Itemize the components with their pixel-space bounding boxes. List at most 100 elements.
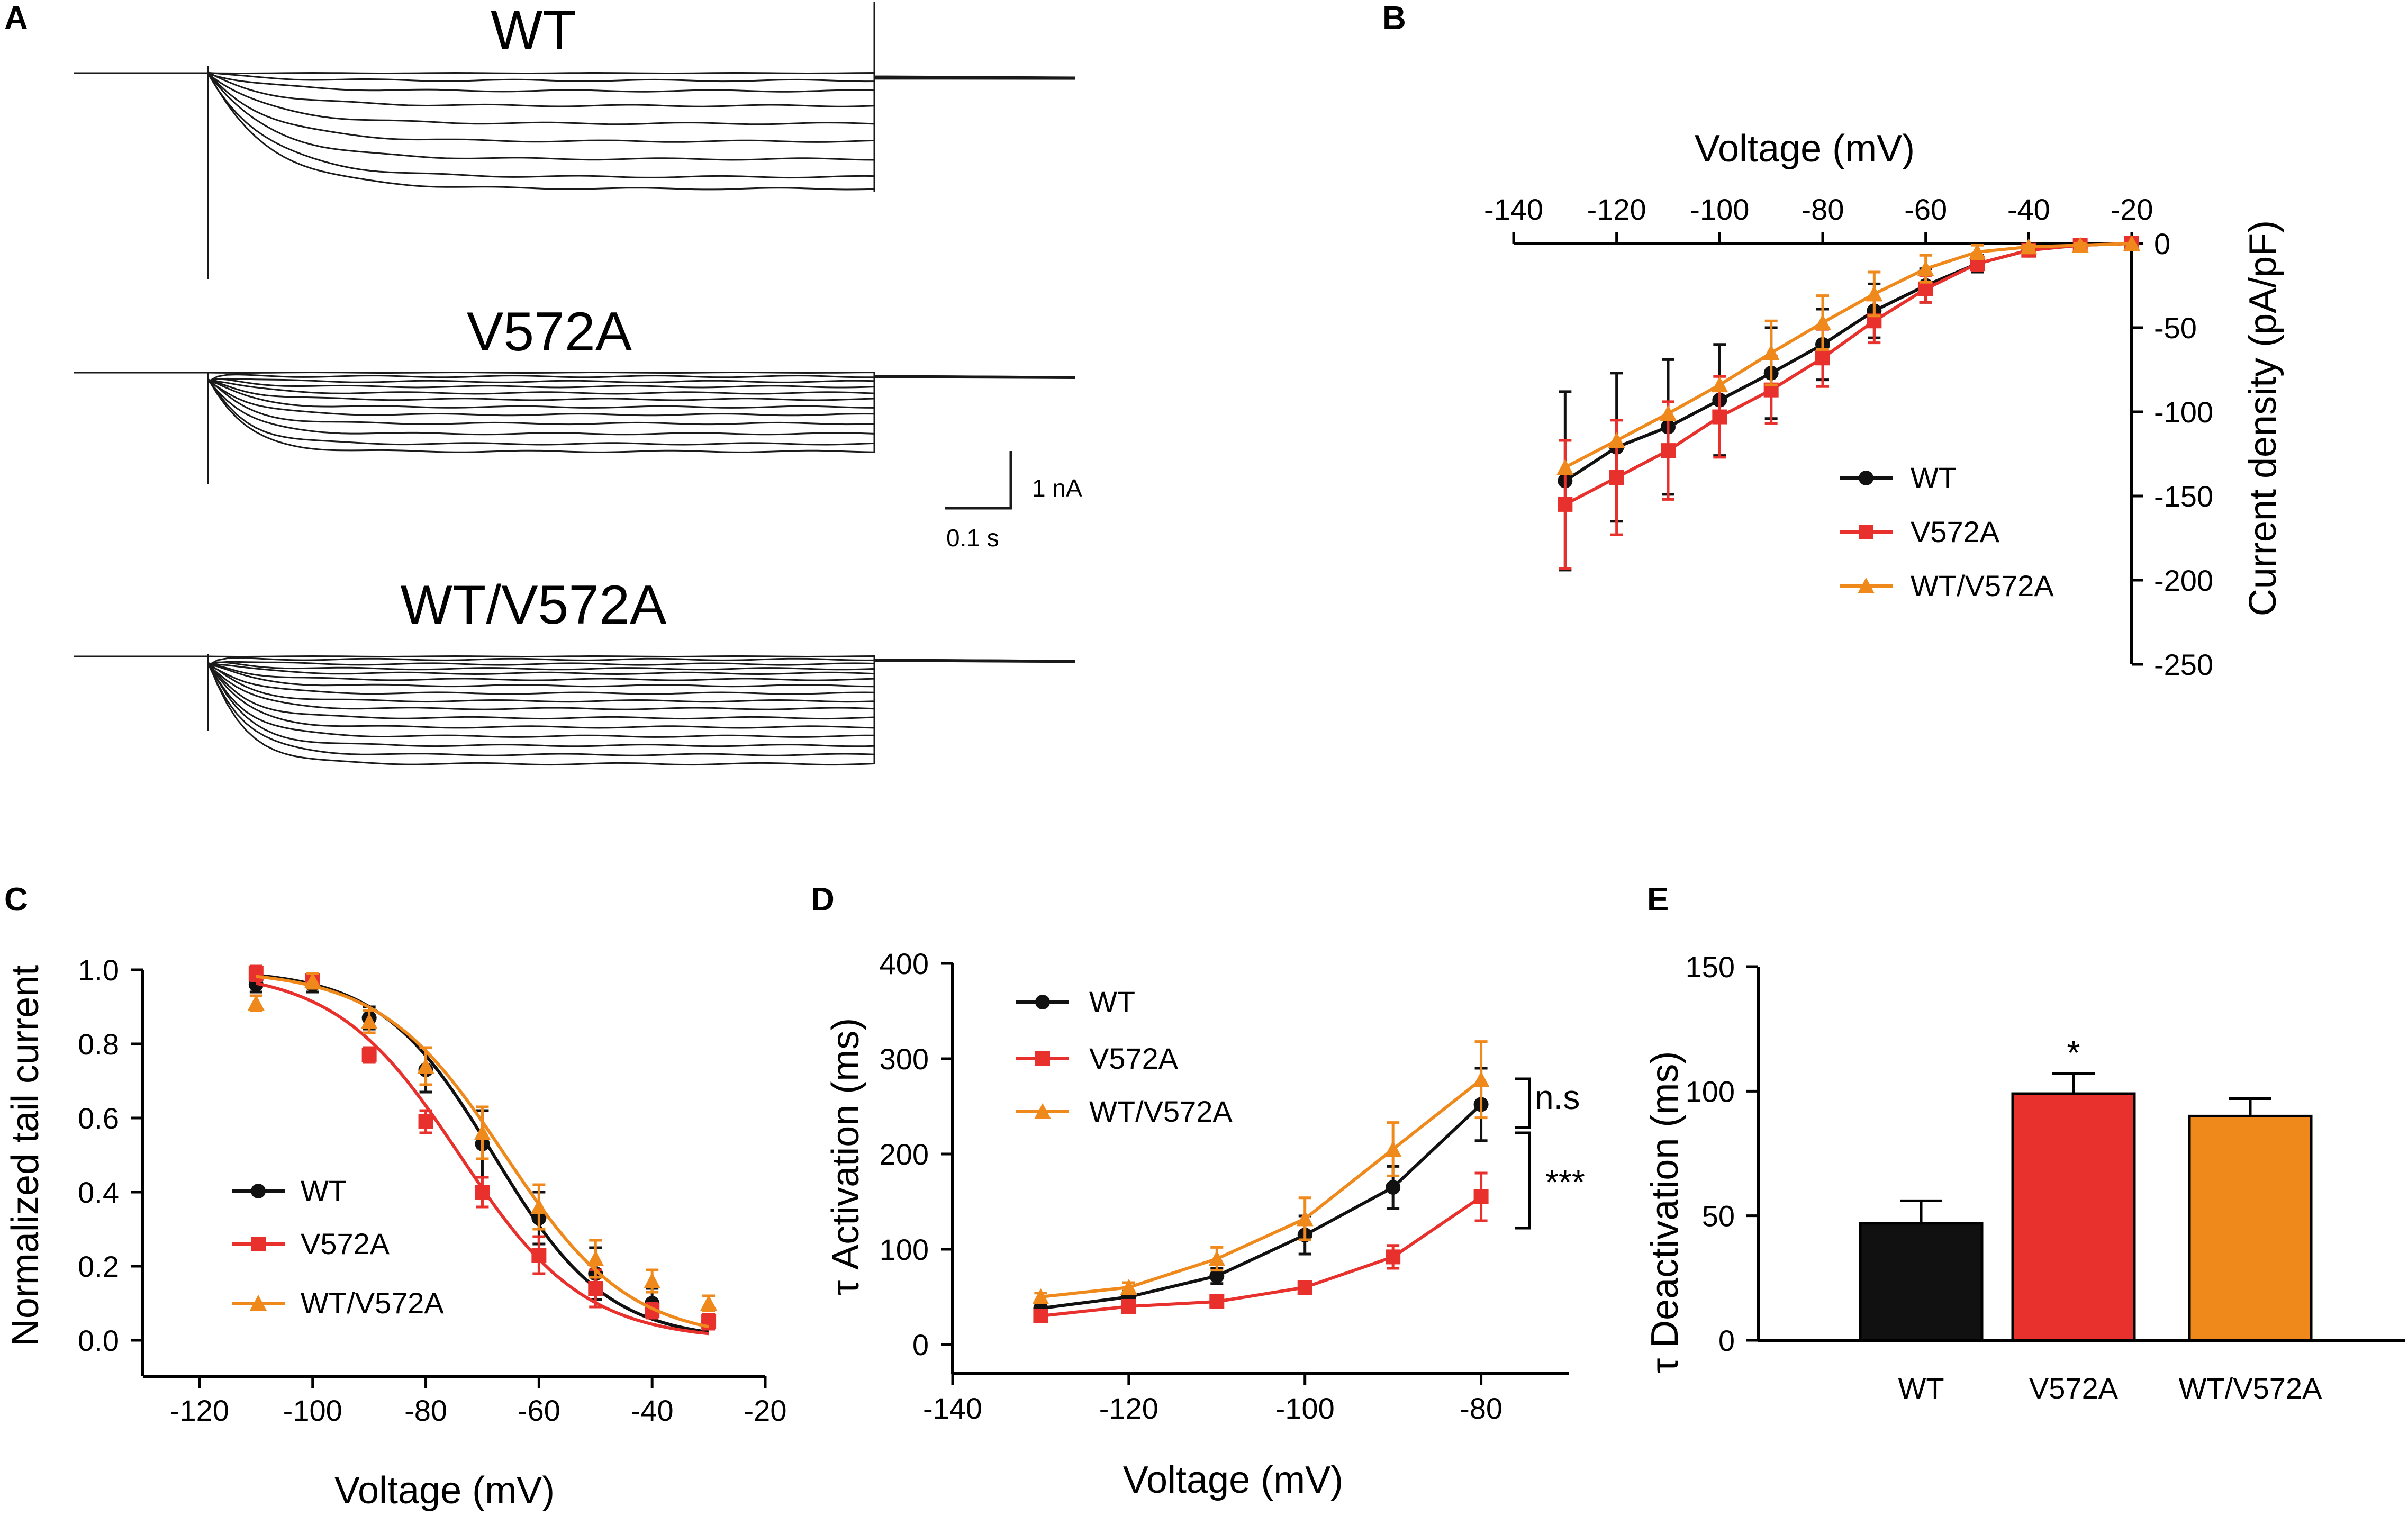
annotation-ns: n.s: [1535, 1078, 1580, 1116]
data-point-wt-v572a: [360, 1013, 378, 1029]
legend-item-wt-v572a: WT/V572A: [232, 1286, 444, 1320]
y-tick-label: 0.4: [78, 1176, 119, 1209]
data-point-wt-v572a: [1660, 405, 1677, 421]
y-tick-label: -100: [2154, 395, 2213, 429]
panel-c-series: [247, 964, 718, 1336]
data-point-v572a: [1297, 1280, 1312, 1295]
data-point-wt-v572a: [1296, 1210, 1314, 1227]
data-point-v572a: [248, 966, 264, 981]
panel-c-x-axis-title: Voltage (mV): [334, 1469, 555, 1512]
panel-a: A WT V572A WT/V572A 1 nA 0.1 s: [4, 0, 1082, 766]
legend-label-wt: WT: [1911, 461, 1957, 494]
legend-item-wt: WT: [1016, 985, 1135, 1018]
legend-item-wt: WT: [1840, 461, 1957, 494]
bar-wt-v572a: [2188, 1114, 2313, 1342]
legend-marker-wt: [1859, 471, 1873, 485]
y-tick-label: -250: [2154, 648, 2213, 681]
trace-group-wt-v572a: [74, 654, 1076, 766]
panel-letter-e: E: [1647, 881, 1669, 918]
y-tick-label: 0.2: [78, 1250, 119, 1283]
x-tick-label: -40: [631, 1394, 674, 1427]
scale-bar-time-label: 0.1 s: [946, 524, 999, 552]
current-trace-wt-v572a-4: [74, 655, 1076, 675]
panel-d-series: [1032, 1040, 1490, 1323]
panel-e-bars: WT V572A WT/V572A *: [1859, 1033, 2322, 1405]
bracket-significant: [1515, 1131, 1531, 1230]
x-tick-label: -100: [1690, 193, 1749, 226]
current-trace-v572a-4: [74, 372, 1076, 395]
y-tick-label: 400: [880, 947, 929, 980]
y-tick-label: 50: [1702, 1200, 1735, 1233]
legend-item-v572a: V572A: [232, 1227, 390, 1260]
series-line-wt: [1564, 242, 2132, 482]
error-bar-wt: [1900, 1199, 1942, 1223]
panel-c: C Voltage (mV) Normalized tail current -…: [4, 881, 786, 1512]
data-point-v572a: [1033, 1309, 1048, 1323]
x-tick-label: -120: [170, 1394, 229, 1427]
series-line-wt-v572a: [1564, 242, 2132, 469]
current-trace-wt-3: [74, 70, 1076, 107]
current-trace-v572a-3: [74, 372, 1076, 389]
y-tick-label: 200: [880, 1138, 929, 1171]
data-point-wt: [1209, 1268, 1225, 1284]
data-point-v572a: [1609, 470, 1624, 485]
legend-label-wt: WT: [301, 1174, 347, 1207]
significance-marker-v572a: *: [2067, 1033, 2080, 1071]
x-tick-label: -80: [404, 1394, 447, 1427]
current-trace-wt-v572a-1: [74, 655, 1076, 667]
scale-bar-lines: [945, 451, 1012, 510]
panel-c-legend: WT V572A WT/V572A: [232, 1174, 444, 1320]
data-point-v572a: [588, 1281, 603, 1296]
x-tick-label: -20: [744, 1394, 787, 1427]
legend-item-v572a: V572A: [1840, 515, 2000, 548]
legend-marker-wt-v572a: [1034, 1103, 1051, 1119]
current-trace-v572a-6: [74, 372, 1076, 409]
bar-v572a: [2011, 1092, 2136, 1342]
legend-label-wt-v572a: WT/V572A: [1911, 569, 2054, 602]
y-tick-label: 0.0: [78, 1324, 119, 1357]
legend-marker-v572a: [251, 1237, 266, 1251]
panel-b: B Voltage (mV) Current density (pA/pF) -…: [1382, 0, 2284, 681]
y-tick-label: 100: [1686, 1075, 1735, 1108]
x-tick-label: -120: [1099, 1392, 1158, 1425]
current-trace-wt-v572a-14: [74, 655, 1076, 756]
current-trace-v572a-5: [74, 372, 1076, 401]
y-tick-label: -150: [2154, 480, 2213, 513]
current-trace-wt-v572a-11: [74, 655, 1076, 729]
data-point-wt-v572a: [474, 1124, 491, 1140]
x-tick-label: -40: [2007, 193, 2050, 226]
panel-d-legend: WT V572A WT/V572A: [1016, 985, 1233, 1128]
data-point-wt-v572a: [2020, 238, 2038, 255]
data-point-v572a: [361, 1048, 377, 1062]
bracket-ns: [1515, 1077, 1531, 1129]
data-point-wt-v572a: [304, 972, 321, 988]
x-tick-label: -60: [518, 1394, 560, 1427]
data-point-v572a: [1473, 1189, 1489, 1204]
series-line-wt-v572a: [1040, 1078, 1482, 1298]
data-point-wt-v572a: [1208, 1250, 1226, 1266]
panel-b-x-axis-title: Voltage (mV): [1695, 128, 1915, 170]
data-point-wt-v572a: [2123, 235, 2140, 251]
data-point-v572a: [1209, 1294, 1225, 1309]
data-point-wt: [1386, 1180, 1401, 1195]
panel-e-y-axis-title: τ Deactivation (ms): [1644, 1051, 1686, 1374]
current-trace-wt-4: [74, 72, 1076, 125]
annotation-significant: ***: [1545, 1163, 1585, 1201]
y-tick-label: -50: [2154, 311, 2197, 345]
data-point-wt-v572a: [247, 995, 265, 1011]
legend-marker-wt-v572a: [250, 1295, 267, 1311]
y-tick-label: 0.8: [78, 1027, 119, 1061]
data-point-wt-v572a: [530, 1198, 548, 1214]
current-trace-wt-v572a-9: [74, 655, 1076, 710]
current-trace-v572a-2: [74, 372, 1076, 384]
data-point-wt-v572a: [1814, 314, 1831, 330]
legend-label-v572a: V572A: [301, 1227, 390, 1260]
x-tick-label: -100: [1275, 1392, 1335, 1425]
data-point-wt-v572a: [1917, 260, 1934, 276]
panel-b-y-axis-title: Current density (pA/pF): [2242, 220, 2284, 616]
legend-item-wt-v572a: WT/V572A: [1840, 569, 2054, 602]
current-trace-v572a-9: [74, 372, 1076, 436]
current-trace-v572a-11: [74, 372, 1076, 453]
legend-marker-wt-v572a: [1858, 578, 1875, 593]
